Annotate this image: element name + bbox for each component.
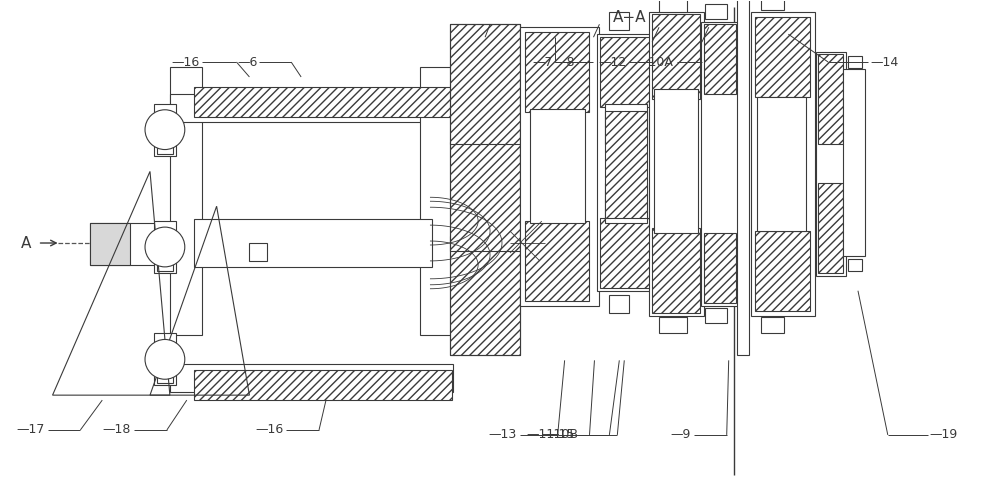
Bar — [170, 364, 453, 392]
Text: —6: —6 — [237, 55, 257, 69]
Bar — [525, 221, 589, 300]
Text: —14: —14 — [870, 55, 898, 69]
Bar — [194, 370, 452, 400]
Bar — [194, 219, 432, 267]
Bar — [157, 369, 173, 383]
Bar — [154, 333, 176, 385]
Bar — [450, 236, 520, 355]
Bar — [525, 32, 589, 112]
Bar — [755, 231, 810, 311]
Bar — [755, 17, 810, 97]
Text: A−A: A−A — [613, 10, 646, 25]
Bar — [761, 0, 784, 10]
Bar — [843, 69, 865, 256]
Text: A: A — [21, 236, 31, 250]
Text: —10A: —10A — [636, 55, 673, 69]
Bar — [704, 24, 736, 94]
Bar — [530, 109, 585, 223]
Bar — [450, 141, 520, 251]
Bar — [818, 183, 843, 273]
Text: —15: —15 — [546, 429, 575, 441]
Bar — [701, 22, 739, 306]
Bar — [761, 317, 784, 332]
Bar — [157, 139, 173, 154]
Bar — [450, 24, 520, 355]
Bar — [605, 104, 647, 143]
Bar — [170, 94, 453, 122]
Bar — [249, 243, 267, 261]
Bar — [520, 27, 599, 306]
Bar — [194, 87, 452, 117]
Bar — [90, 223, 172, 265]
Text: —8: —8 — [554, 55, 575, 69]
Bar — [751, 12, 815, 316]
Text: —18: —18 — [103, 423, 131, 436]
Bar — [605, 111, 647, 218]
Text: —10B: —10B — [542, 429, 579, 441]
Bar — [652, 14, 700, 99]
Bar — [609, 12, 629, 30]
Bar — [450, 24, 520, 143]
Text: —11: —11 — [526, 429, 555, 441]
Bar — [157, 257, 173, 271]
Text: —16: —16 — [255, 423, 283, 436]
Text: —13: —13 — [489, 429, 517, 441]
Bar — [705, 308, 727, 323]
Bar — [659, 0, 687, 12]
Text: —16: —16 — [171, 55, 200, 69]
Bar — [154, 221, 176, 273]
Bar — [605, 183, 647, 223]
Bar — [420, 67, 452, 335]
Text: —9: —9 — [671, 429, 691, 441]
Bar — [704, 233, 736, 302]
Text: —7: —7 — [532, 55, 553, 69]
Circle shape — [145, 339, 185, 379]
Text: —19: —19 — [930, 429, 958, 441]
Bar — [705, 4, 727, 19]
Bar — [154, 104, 176, 156]
Bar — [597, 34, 652, 291]
Bar — [600, 218, 650, 288]
Bar — [90, 223, 130, 265]
Text: —12: —12 — [598, 55, 626, 69]
Bar — [737, 0, 749, 355]
Bar — [170, 67, 202, 335]
Bar — [652, 228, 700, 313]
Bar — [818, 54, 843, 143]
Bar — [649, 12, 704, 316]
Bar — [816, 52, 846, 276]
Circle shape — [145, 110, 185, 150]
Circle shape — [145, 227, 185, 267]
Bar — [654, 89, 698, 233]
Bar — [600, 37, 650, 107]
Bar — [609, 295, 629, 313]
Bar — [757, 97, 806, 231]
Bar — [659, 317, 687, 332]
Text: —17: —17 — [16, 423, 45, 436]
Bar — [848, 56, 862, 68]
Bar — [848, 259, 862, 271]
